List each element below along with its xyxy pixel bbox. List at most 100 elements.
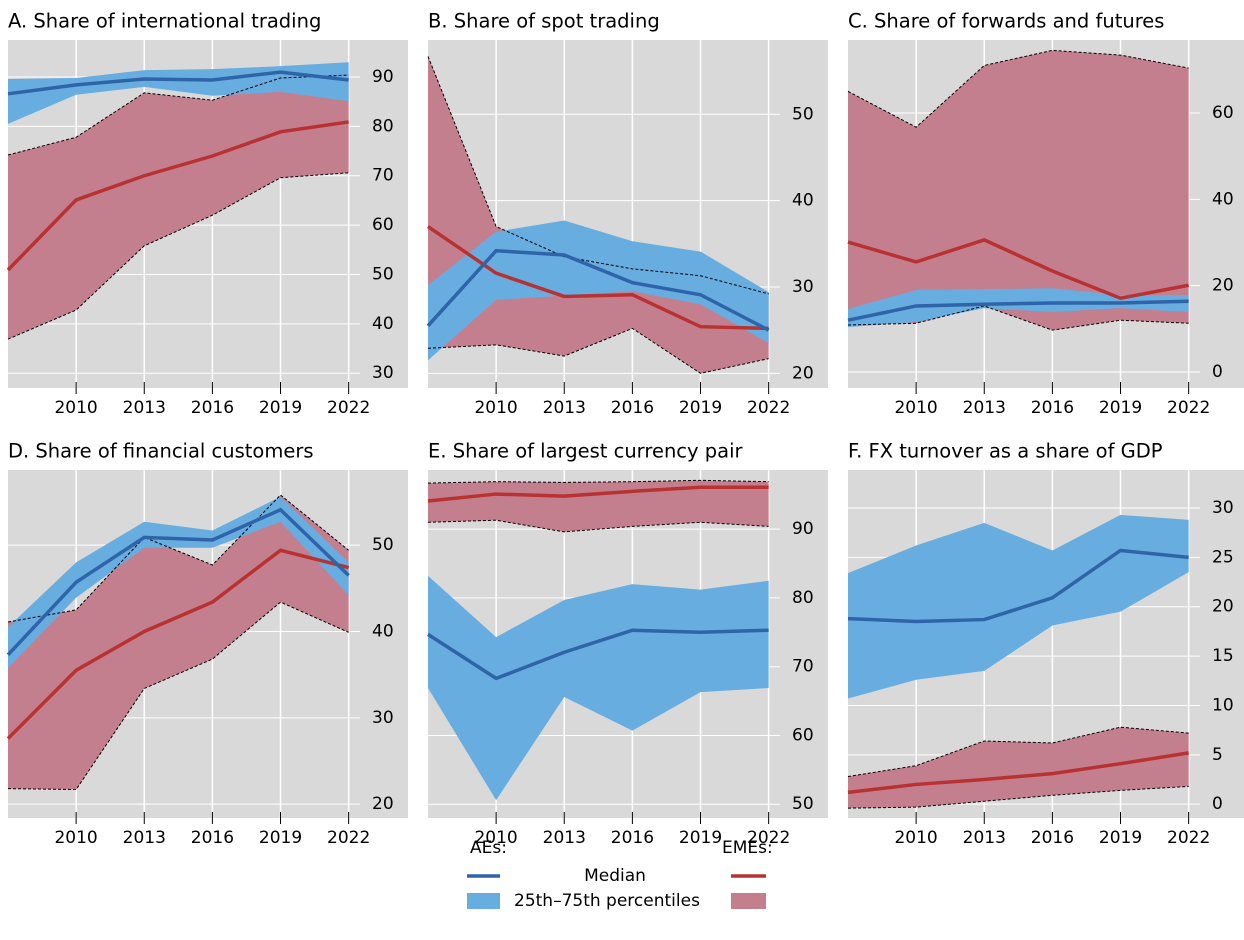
y-tick-label: 70 — [372, 166, 394, 186]
percentile-band — [848, 727, 1189, 809]
y-tick-label: 60 — [792, 725, 814, 745]
band-edge — [847, 305, 1189, 331]
x-tick-label: 2022 — [747, 398, 790, 418]
percentile-band — [428, 220, 769, 361]
y-tick-label: 30 — [372, 708, 394, 728]
x-tick-label: 2010 — [894, 398, 937, 418]
panel-title: C. Share of forwards and futures — [848, 10, 1164, 33]
median-line — [427, 485, 769, 503]
x-tick-label: 2010 — [54, 398, 97, 418]
y-tick-label: 15 — [1212, 646, 1234, 666]
x-tick-label: 2019 — [679, 828, 722, 848]
band-edge — [7, 74, 349, 156]
y-tick-label: 0 — [1212, 794, 1223, 814]
x-tick-label: 2013 — [123, 828, 166, 848]
band-edge — [7, 172, 349, 340]
x-tick-label: 2019 — [259, 398, 302, 418]
median-line — [6, 120, 349, 272]
x-tick-label: 2022 — [327, 828, 370, 848]
median-line — [847, 299, 1189, 322]
x-tick-label: 2010 — [474, 828, 517, 848]
band-edge — [847, 726, 1189, 778]
median-line — [426, 248, 770, 332]
percentile-band — [8, 495, 349, 790]
band-edge — [427, 56, 769, 295]
y-tick-label: 50 — [372, 535, 394, 555]
x-tick-label: 2019 — [1099, 398, 1142, 418]
legend-group: EMEs: — [722, 838, 773, 858]
y-tick-label: 50 — [372, 264, 394, 284]
y-tick-label: 30 — [1212, 498, 1234, 518]
y-tick-label: 25 — [1212, 547, 1234, 567]
x-tick-label: 2016 — [191, 828, 234, 848]
band-edge — [847, 785, 1189, 809]
legend-swatch — [731, 893, 766, 909]
median-line — [6, 548, 350, 740]
median-line — [847, 238, 1189, 301]
x-tick-label: 2013 — [543, 828, 586, 848]
panel-title: E. Share of largest currency pair — [428, 440, 744, 463]
x-tick-label: 2013 — [543, 398, 586, 418]
y-tick-label: 40 — [372, 621, 394, 641]
x-tick-label: 2019 — [259, 828, 302, 848]
panel-title: D. Share of financial customers — [8, 440, 314, 463]
y-tick-label: 20 — [1212, 597, 1234, 617]
y-tick-label: 30 — [792, 277, 814, 297]
x-tick-label: 2022 — [1167, 828, 1210, 848]
y-tick-label: 10 — [1212, 695, 1234, 715]
y-tick-label: 0 — [1212, 362, 1223, 382]
x-tick-label: 2019 — [679, 398, 722, 418]
x-tick-label: 2019 — [1099, 828, 1142, 848]
y-tick-label: 90 — [792, 519, 814, 539]
median-line — [847, 548, 1189, 624]
legend-swatch — [467, 893, 500, 909]
legend-label: Median — [584, 866, 646, 886]
y-tick-label: 60 — [372, 215, 394, 235]
panel-title: A. Share of international trading — [8, 10, 321, 33]
x-tick-label: 2016 — [611, 398, 654, 418]
x-tick-label: 2013 — [123, 398, 166, 418]
y-tick-label: 40 — [792, 191, 814, 211]
y-tick-label: 70 — [792, 657, 814, 677]
x-tick-label: 2013 — [963, 828, 1006, 848]
x-tick-label: 2022 — [1167, 398, 1210, 418]
percentile-band — [848, 50, 1189, 331]
median-line — [847, 751, 1189, 795]
median-line — [7, 70, 349, 96]
band-edge — [427, 479, 769, 484]
x-tick-label: 2010 — [54, 828, 97, 848]
y-tick-label: 30 — [372, 363, 394, 383]
band-edge — [427, 519, 769, 533]
y-tick-label: 50 — [792, 104, 814, 124]
x-tick-label: 2016 — [191, 398, 234, 418]
y-tick-label: 20 — [792, 363, 814, 383]
y-tick-label: 40 — [1212, 189, 1234, 209]
x-tick-label: 2022 — [747, 828, 790, 848]
x-tick-label: 2010 — [474, 398, 517, 418]
x-tick-label: 2016 — [1031, 398, 1074, 418]
percentile-band — [8, 75, 349, 340]
x-tick-label: 2010 — [894, 828, 937, 848]
panel-title: F. FX turnover as a share of GDP — [848, 440, 1163, 463]
percentile-band — [8, 62, 349, 124]
y-tick-label: 50 — [792, 794, 814, 814]
band-edge — [427, 327, 769, 374]
y-tick-label: 20 — [1212, 276, 1234, 296]
panel-title: B. Share of spot trading — [428, 10, 660, 33]
percentile-band — [848, 288, 1189, 328]
y-tick-label: 80 — [372, 116, 394, 136]
y-tick-label: 90 — [372, 67, 394, 87]
x-tick-label: 2016 — [611, 828, 654, 848]
band-edge — [7, 601, 349, 791]
band-edge — [7, 494, 349, 623]
y-tick-label: 5 — [1212, 745, 1223, 765]
y-tick-label: 40 — [372, 314, 394, 334]
y-tick-label: 60 — [1212, 103, 1234, 123]
y-tick-label: 80 — [792, 588, 814, 608]
median-line — [427, 628, 769, 681]
median-line — [6, 507, 350, 656]
x-tick-label: 2016 — [1031, 828, 1074, 848]
y-tick-label: 20 — [372, 794, 394, 814]
legend-group: AEs: — [470, 838, 507, 858]
